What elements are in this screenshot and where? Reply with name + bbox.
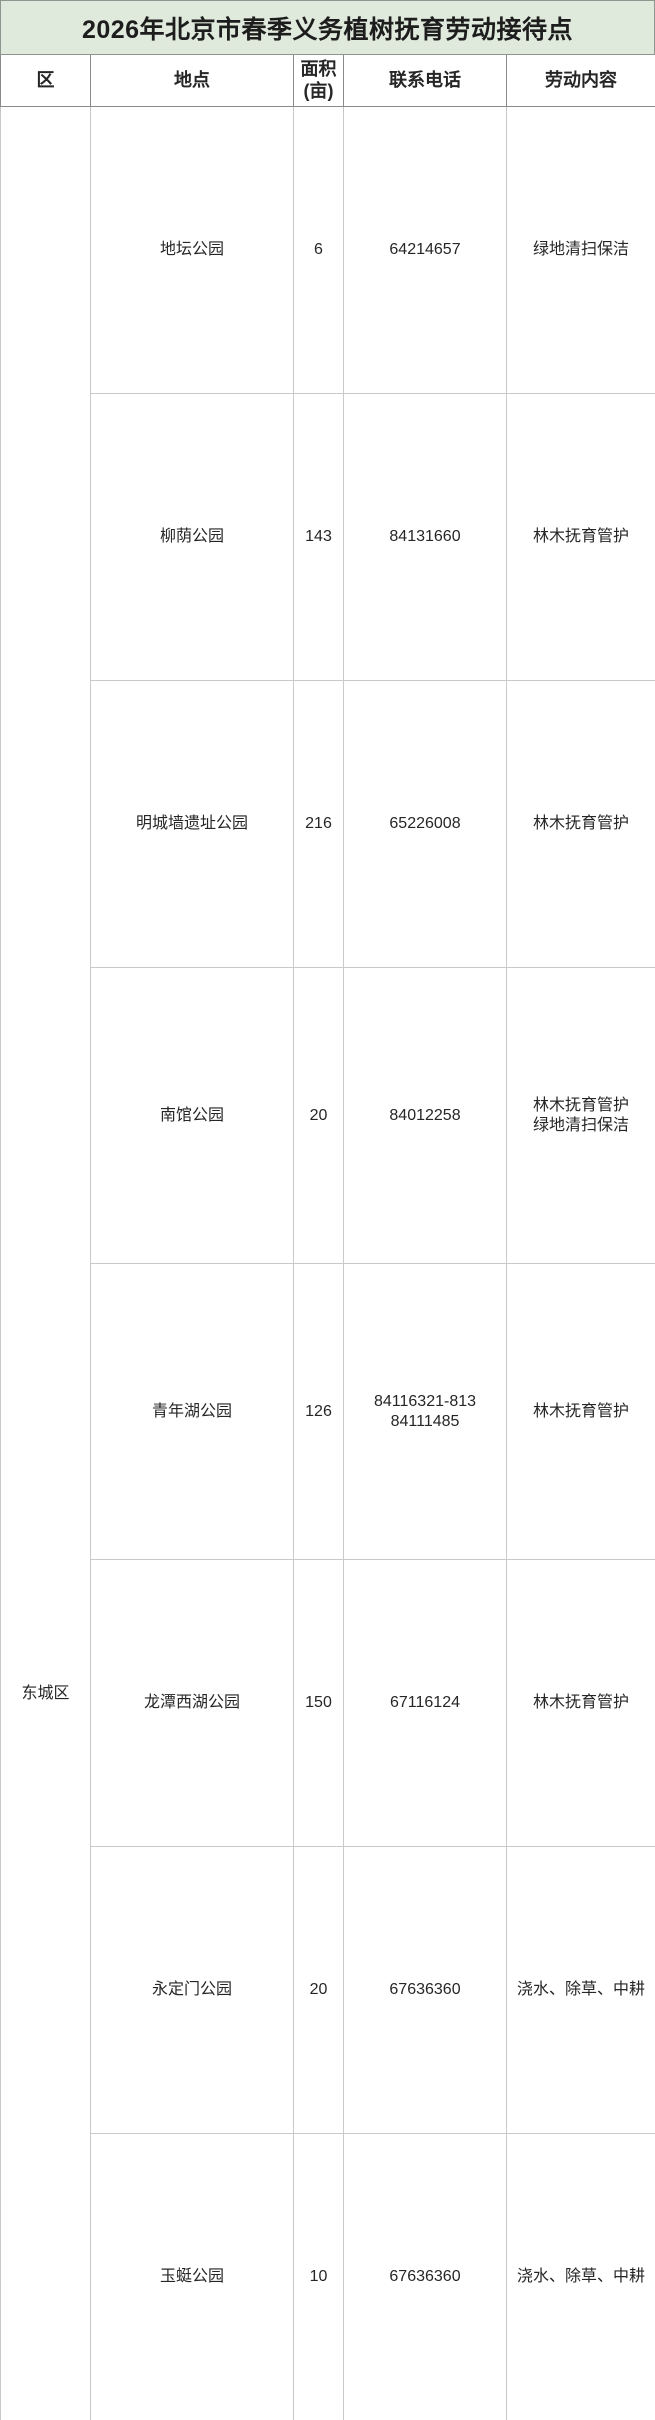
table-header: 区 地点 面积 (亩) 联系电话 劳动内容 (1, 55, 655, 107)
cell-phone: 64214657 (344, 107, 507, 394)
column-header-area: 面积 (亩) (294, 55, 344, 107)
cell-place: 永定门公园 (91, 1847, 294, 2134)
phone-number: 67636360 (345, 2267, 505, 2287)
cell-place: 明城墙遗址公园 (91, 681, 294, 968)
column-header-area-line1: 面积 (295, 59, 342, 81)
work-item: 绿地清扫保洁 (508, 240, 654, 260)
cell-area: 143 (294, 394, 344, 681)
cell-phone: 67116124 (344, 1560, 507, 1847)
work-item: 林木抚育管护 (508, 1096, 654, 1116)
cell-phone: 84012258 (344, 968, 507, 1264)
cell-work-content: 林木抚育管护 (507, 394, 655, 681)
column-header-district: 区 (1, 55, 91, 107)
phone-number: 65226008 (345, 814, 505, 834)
cell-place: 地坛公园 (91, 107, 294, 394)
cell-place: 龙潭西湖公园 (91, 1560, 294, 1847)
cell-work-content: 绿地清扫保洁 (507, 107, 655, 394)
cell-phone: 67636360 (344, 1847, 507, 2134)
cell-work-content: 林木抚育管护 (507, 1560, 655, 1847)
cell-area: 126 (294, 1264, 344, 1560)
work-item: 林木抚育管护 (508, 1402, 654, 1422)
table-title-banner: 2026年北京市春季义务植树抚育劳动接待点 (0, 0, 655, 55)
cell-work-content: 浇水、除草、中耕 (507, 1847, 655, 2134)
cell-phone: 67636360 (344, 2134, 507, 2420)
cell-area: 6 (294, 107, 344, 394)
column-header-area-line2: (亩) (295, 81, 342, 103)
cell-work-content: 林木抚育管护 (507, 681, 655, 968)
work-item: 浇水、除草、中耕 (508, 2267, 654, 2287)
cell-place: 柳荫公园 (91, 394, 294, 681)
work-item: 浇水、除草、中耕 (508, 1980, 654, 2000)
column-header-work: 劳动内容 (507, 55, 655, 107)
phone-number: 64214657 (345, 240, 505, 260)
phone-number: 84111485 (345, 1412, 505, 1432)
column-header-phone: 联系电话 (344, 55, 507, 107)
work-item: 林木抚育管护 (508, 527, 654, 547)
work-item: 林木抚育管护 (508, 814, 654, 834)
phone-number: 84131660 (345, 527, 505, 547)
cell-phone: 84131660 (344, 394, 507, 681)
phone-number: 84012258 (345, 1106, 505, 1126)
cell-work-content: 林木抚育管护绿地清扫保洁 (507, 968, 655, 1264)
cell-area: 10 (294, 2134, 344, 2420)
phone-number: 67116124 (345, 1693, 505, 1713)
page-title: 2026年北京市春季义务植树抚育劳动接待点 (82, 10, 573, 46)
cell-work-content: 林木抚育管护 (507, 1264, 655, 1560)
cell-area: 20 (294, 1847, 344, 2134)
cell-area: 150 (294, 1560, 344, 1847)
cell-place: 青年湖公园 (91, 1264, 294, 1560)
activity-table-sheet: 2026年北京市春季义务植树抚育劳动接待点 区 地点 面积 (亩) 联系电话 劳… (0, 0, 655, 1210)
cell-work-content: 浇水、除草、中耕 (507, 2134, 655, 2420)
cell-area: 20 (294, 968, 344, 1264)
phone-number: 84116321-813 (345, 1392, 505, 1412)
cell-place: 玉蜓公园 (91, 2134, 294, 2420)
work-item: 林木抚育管护 (508, 1693, 654, 1713)
cell-district: 东城区 (1, 107, 91, 2420)
cell-place: 南馆公园 (91, 968, 294, 1264)
work-item: 绿地清扫保洁 (508, 1116, 654, 1136)
table-header-row: 区 地点 面积 (亩) 联系电话 劳动内容 (1, 55, 655, 107)
column-header-place: 地点 (91, 55, 294, 107)
phone-number: 67636360 (345, 1980, 505, 2000)
cell-area: 216 (294, 681, 344, 968)
cell-phone: 65226008 (344, 681, 507, 968)
